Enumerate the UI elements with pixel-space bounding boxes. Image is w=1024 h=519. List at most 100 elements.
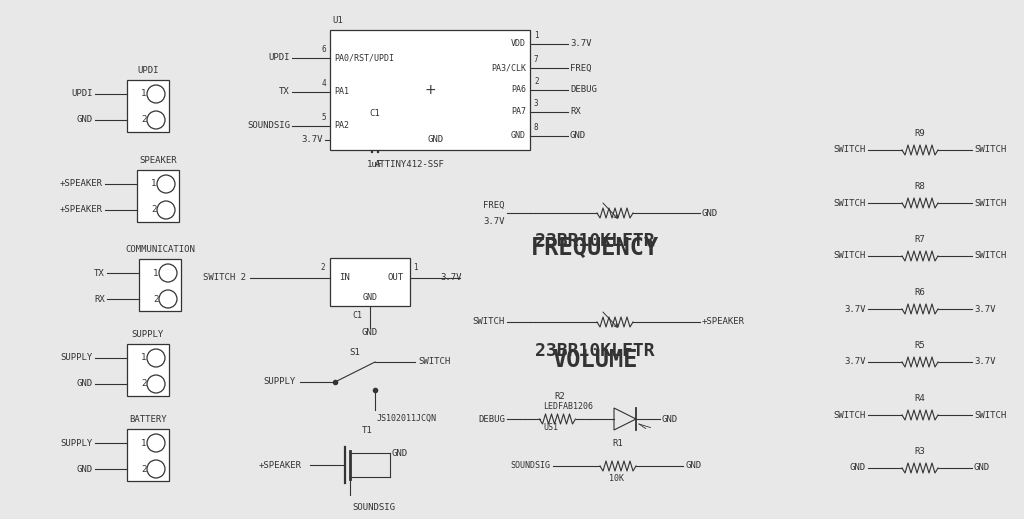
Text: 2: 2 <box>141 379 146 389</box>
Text: 5: 5 <box>322 113 326 122</box>
Text: C1: C1 <box>370 109 380 118</box>
Text: GND: GND <box>427 135 443 144</box>
Text: 7: 7 <box>534 55 539 64</box>
Text: GND: GND <box>662 415 678 424</box>
Text: 3.7V: 3.7V <box>974 358 995 366</box>
Text: SWITCH: SWITCH <box>974 198 1007 208</box>
Text: GND: GND <box>974 463 990 472</box>
Text: R2: R2 <box>555 392 565 401</box>
Text: 3.7V: 3.7V <box>974 305 995 313</box>
Text: SWITCH: SWITCH <box>974 145 1007 155</box>
Bar <box>330 30 530 150</box>
Text: +SPEAKER: +SPEAKER <box>702 318 745 326</box>
Text: SWITCH: SWITCH <box>834 411 866 419</box>
Text: GND: GND <box>77 116 93 125</box>
Text: SPEAKER: SPEAKER <box>139 156 177 165</box>
Circle shape <box>147 375 165 393</box>
Text: OUT: OUT <box>388 274 404 282</box>
Text: PA6: PA6 <box>511 86 526 94</box>
Text: 6: 6 <box>322 45 326 54</box>
Text: GND: GND <box>511 131 526 141</box>
Text: 1uF: 1uF <box>367 160 383 169</box>
Text: 3.7V: 3.7V <box>483 216 505 225</box>
Text: +SPEAKER: +SPEAKER <box>60 180 103 188</box>
Text: RX: RX <box>570 107 581 116</box>
Text: UPDI: UPDI <box>268 53 290 62</box>
Text: SWITCH: SWITCH <box>834 198 866 208</box>
Text: 3.7V: 3.7V <box>845 358 866 366</box>
Text: PA0/RST/UPDI: PA0/RST/UPDI <box>334 53 394 62</box>
Text: 2: 2 <box>321 263 325 272</box>
Text: FREQ: FREQ <box>483 200 505 210</box>
Text: COMMUNICATION: COMMUNICATION <box>125 245 195 254</box>
Text: 2: 2 <box>154 294 159 304</box>
Text: 3: 3 <box>534 99 539 108</box>
Bar <box>139 259 181 311</box>
Text: SUPPLY: SUPPLY <box>60 439 93 447</box>
Text: 8: 8 <box>534 123 539 132</box>
Bar <box>137 170 179 222</box>
Text: GND: GND <box>392 448 409 458</box>
Text: 2: 2 <box>534 77 539 86</box>
Text: R9: R9 <box>914 129 926 138</box>
Text: 1: 1 <box>154 268 159 278</box>
Text: US1: US1 <box>543 423 558 432</box>
Text: SWITCH: SWITCH <box>974 411 1007 419</box>
Circle shape <box>157 201 175 219</box>
Text: U1: U1 <box>332 16 343 25</box>
Text: TX: TX <box>94 268 105 278</box>
Text: R7: R7 <box>914 235 926 244</box>
Text: DEBUG: DEBUG <box>570 86 597 94</box>
Bar <box>127 80 169 132</box>
Circle shape <box>147 460 165 478</box>
Text: R4: R4 <box>914 394 926 403</box>
Text: 2: 2 <box>152 206 157 214</box>
Text: +SPEAKER: +SPEAKER <box>60 206 103 214</box>
Text: PA7: PA7 <box>511 107 526 116</box>
Circle shape <box>159 264 177 282</box>
Text: PA2: PA2 <box>334 121 349 130</box>
Text: 1: 1 <box>141 439 146 447</box>
Text: 3.7V: 3.7V <box>301 135 323 144</box>
Text: 2: 2 <box>141 116 146 125</box>
Text: GND: GND <box>77 379 93 389</box>
Text: RX: RX <box>94 294 105 304</box>
Text: BATTERY: BATTERY <box>129 415 167 424</box>
Circle shape <box>157 175 175 193</box>
Text: SOUNDSIG: SOUNDSIG <box>247 121 290 130</box>
Text: 23BR10KLFTR: 23BR10KLFTR <box>536 342 654 360</box>
Text: 1: 1 <box>141 353 146 362</box>
Text: 10K: 10K <box>608 474 624 483</box>
Circle shape <box>159 290 177 308</box>
Text: GND: GND <box>702 209 718 217</box>
Text: SWITCH: SWITCH <box>473 318 505 326</box>
Text: PA3/CLK: PA3/CLK <box>490 63 526 73</box>
Text: VOLUME: VOLUME <box>552 348 638 372</box>
Text: SUPPLY: SUPPLY <box>132 330 164 339</box>
Text: S1: S1 <box>349 348 360 357</box>
Text: GND: GND <box>362 328 378 337</box>
Text: R3: R3 <box>914 447 926 456</box>
Circle shape <box>147 85 165 103</box>
Text: SWITCH: SWITCH <box>834 252 866 261</box>
Text: 3.7V: 3.7V <box>845 305 866 313</box>
Text: 1: 1 <box>141 89 146 99</box>
Text: R1: R1 <box>612 439 624 448</box>
Text: UPDI: UPDI <box>72 89 93 99</box>
Text: SWITCH 2: SWITCH 2 <box>203 274 246 282</box>
Text: GND: GND <box>362 294 378 303</box>
Text: 4: 4 <box>322 79 326 88</box>
Text: VDD: VDD <box>511 39 526 48</box>
Text: 1: 1 <box>534 31 539 40</box>
Text: ATTINY412-SSF: ATTINY412-SSF <box>375 160 445 169</box>
Text: T1: T1 <box>361 426 373 435</box>
Text: C1: C1 <box>352 311 362 320</box>
Bar <box>127 344 169 396</box>
Text: 3.7V: 3.7V <box>570 39 592 48</box>
Bar <box>330 258 410 306</box>
Text: 1: 1 <box>413 263 418 272</box>
Text: JS102011JCQN: JS102011JCQN <box>377 414 437 423</box>
Text: SOUNDSIG: SOUNDSIG <box>510 461 550 471</box>
Text: FREQUENCY: FREQUENCY <box>530 236 659 260</box>
Text: 2: 2 <box>141 465 146 473</box>
